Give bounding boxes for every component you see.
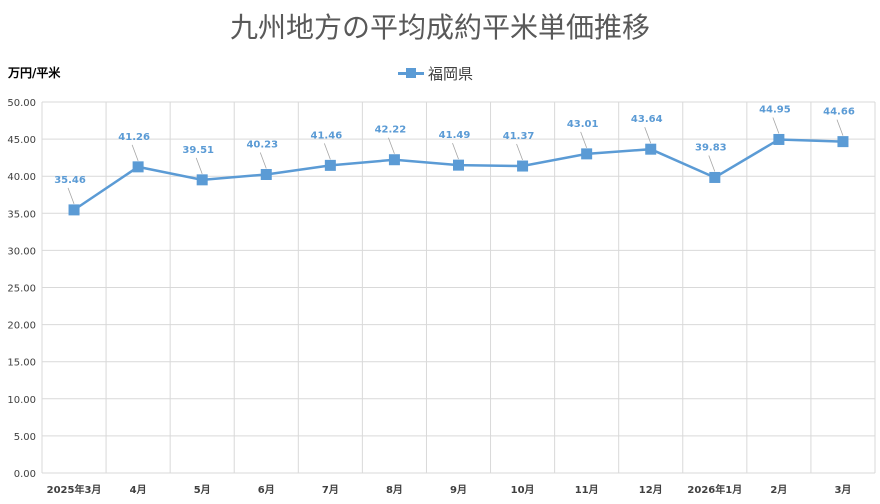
legend-marker-icon — [398, 67, 424, 79]
legend: 福岡県 — [398, 62, 473, 84]
y-axis-unit-label: 万円/平米 — [8, 66, 61, 80]
data-label: 35.46 — [54, 175, 86, 186]
data-label: 41.26 — [118, 132, 150, 143]
data-point — [773, 133, 785, 145]
y-tick-label: 50.00 — [7, 98, 36, 109]
data-label-leader — [772, 117, 780, 134]
x-tick-label: 2025年3月 — [47, 483, 102, 496]
data-point — [709, 171, 721, 183]
y-tick-label: 10.00 — [7, 395, 36, 406]
data-point — [517, 160, 529, 172]
data-point — [837, 136, 849, 148]
data-label: 44.66 — [823, 107, 855, 118]
data-point — [68, 204, 80, 216]
y-tick-label: 40.00 — [7, 172, 36, 183]
data-label: 43.01 — [567, 119, 599, 130]
data-label: 44.95 — [759, 104, 791, 115]
data-label: 41.46 — [311, 130, 343, 141]
chart-title: 九州地方の平均成約平米単価推移 — [229, 11, 650, 44]
x-tick-label: 12月 — [639, 484, 663, 496]
data-label-leader — [836, 119, 844, 136]
y-tick-label: 30.00 — [7, 246, 36, 257]
data-label: 41.49 — [439, 130, 471, 141]
data-label-leader — [388, 137, 395, 154]
x-tick-label: 8月 — [386, 484, 403, 496]
x-tick-label: 10月 — [511, 484, 535, 496]
data-label-leader — [259, 152, 267, 169]
x-tick-label: 7月 — [322, 484, 339, 496]
y-tick-label: 0.00 — [14, 469, 36, 480]
x-tick-label: 3月 — [834, 484, 851, 496]
data-label-leader — [131, 144, 139, 161]
x-tick-label: 5月 — [194, 484, 211, 496]
data-point — [132, 161, 144, 173]
y-tick-label: 45.00 — [7, 135, 36, 146]
x-tick-label: 2月 — [770, 484, 787, 496]
y-tick-label: 25.00 — [7, 284, 36, 295]
data-label-leader — [67, 187, 75, 205]
data-label-leader — [580, 131, 588, 149]
data-label: 42.22 — [375, 125, 407, 136]
data-label-leader — [452, 143, 459, 160]
x-tick-label: 11月 — [575, 484, 599, 496]
data-label: 43.64 — [631, 114, 663, 125]
x-tick-label: 6月 — [258, 484, 275, 496]
data-point — [324, 159, 336, 171]
data-label-leader — [708, 155, 716, 172]
data-label: 41.37 — [503, 131, 535, 142]
y-tick-label: 15.00 — [7, 358, 36, 369]
data-label-leader — [516, 143, 523, 161]
y-tick-label: 20.00 — [7, 321, 36, 332]
data-point — [260, 168, 272, 180]
data-label-leader — [323, 143, 331, 160]
legend-series-name: 福岡県 — [428, 64, 474, 83]
data-label: 39.51 — [182, 145, 214, 156]
y-tick-label: 5.00 — [14, 432, 36, 443]
data-point — [196, 174, 208, 186]
data-point — [645, 143, 657, 155]
x-tick-label: 4月 — [130, 484, 147, 496]
data-label: 40.23 — [246, 139, 278, 150]
data-label-leader — [195, 157, 203, 174]
data-point — [581, 148, 593, 160]
data-label: 39.83 — [695, 142, 727, 153]
data-label-leader — [644, 127, 652, 144]
data-point — [388, 154, 400, 166]
data-point — [453, 159, 464, 171]
x-tick-label: 2026年1月 — [687, 483, 742, 496]
y-tick-label: 35.00 — [7, 209, 36, 220]
x-tick-label: 9月 — [450, 484, 467, 496]
